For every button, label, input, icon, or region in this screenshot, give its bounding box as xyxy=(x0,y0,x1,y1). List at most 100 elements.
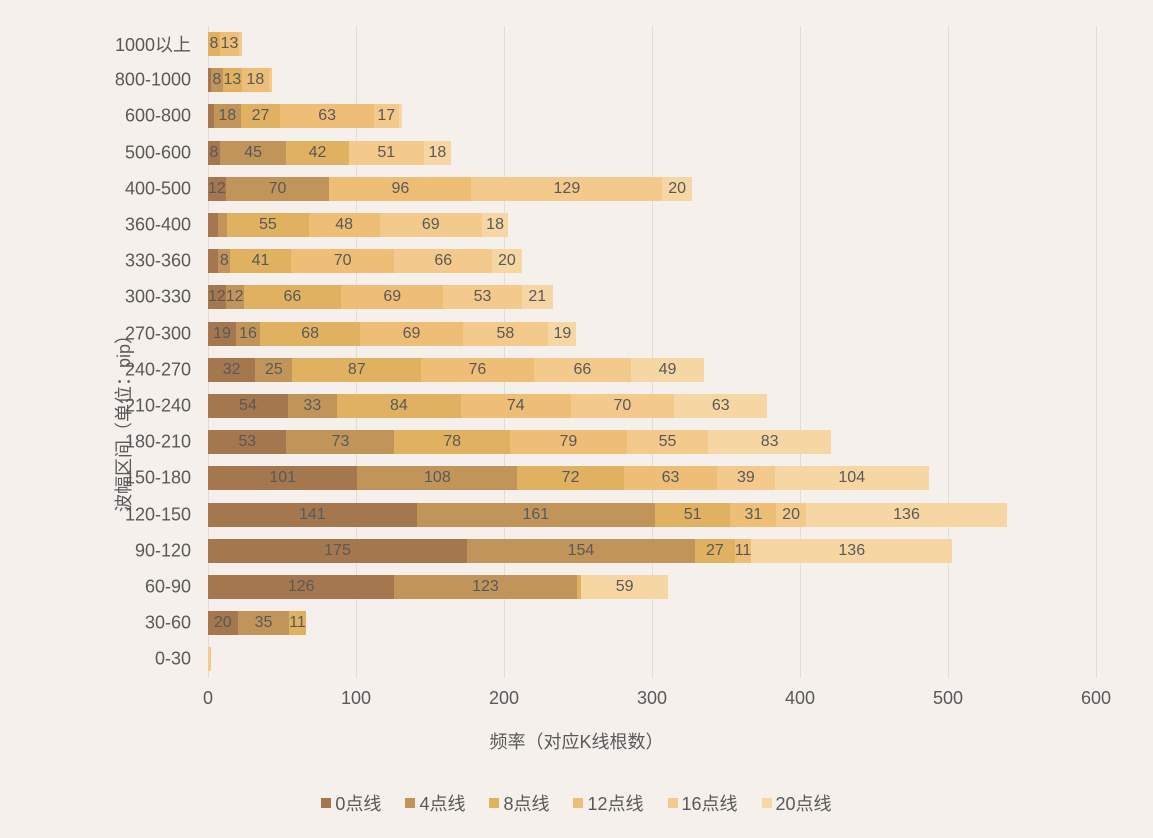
bar-segment: 101 xyxy=(208,466,357,490)
bar-segment: 154 xyxy=(467,539,695,563)
bar-segment: 78 xyxy=(394,430,509,454)
bar-segment: 74 xyxy=(461,394,571,418)
legend-label: 12点线 xyxy=(587,790,643,816)
bar-segment: 123 xyxy=(394,575,576,599)
plot-area: 2035111261235917515427111361411615131201… xyxy=(208,26,1096,678)
bar-row: 141161513120136 xyxy=(208,503,1007,527)
bar-segment: 68 xyxy=(260,322,361,346)
bar-segment: 18 xyxy=(214,104,241,128)
bar-segment: 27 xyxy=(241,104,281,128)
bar-segment: 25 xyxy=(255,358,292,382)
stacked-bar-chart: 波幅区间（单位：pip） 频率（对应K线根数） 2035111261235917… xyxy=(0,0,1153,838)
legend-item: 12点线 xyxy=(573,790,643,816)
bar-segment: 53 xyxy=(443,285,521,309)
bar-segment: 8 xyxy=(208,141,220,165)
bar-row: 81318 xyxy=(208,68,272,92)
bar-row: 537378795583 xyxy=(208,430,831,454)
bar-segment: 18 xyxy=(424,141,451,165)
bar-segment: 63 xyxy=(280,104,373,128)
bar-segment: 12 xyxy=(208,177,226,201)
y-tick-label: 240-270 xyxy=(125,359,191,380)
bar-segment: 59 xyxy=(581,575,668,599)
y-tick-label: 500-600 xyxy=(125,142,191,163)
bar-segment: 21 xyxy=(522,285,553,309)
legend-swatch xyxy=(762,798,772,808)
bar-segment: 12 xyxy=(208,285,226,309)
bar-segment: 19 xyxy=(208,322,236,346)
bar-segment: 73 xyxy=(286,430,394,454)
y-tick-label: 180-210 xyxy=(125,432,191,453)
bar-segment: 136 xyxy=(806,503,1007,527)
bar-row: 12612359 xyxy=(208,575,668,599)
bar-segment: 8 xyxy=(211,68,223,92)
legend-swatch xyxy=(573,798,583,808)
bar-segment: 45 xyxy=(220,141,287,165)
bar-segment: 54 xyxy=(208,394,288,418)
bar-segment: 53 xyxy=(208,430,286,454)
y-tick-label: 30-60 xyxy=(145,613,191,634)
bar-segment: 11 xyxy=(735,539,751,563)
bar-segment: 175 xyxy=(208,539,467,563)
y-tick-label: 60-90 xyxy=(145,577,191,598)
bar-segment: 18 xyxy=(482,213,509,237)
bar-segment: 136 xyxy=(751,539,952,563)
x-tick-label: 600 xyxy=(1081,688,1111,709)
bar-segment: 83 xyxy=(708,430,831,454)
x-tick-label: 0 xyxy=(203,688,213,709)
bar-segment: 161 xyxy=(417,503,655,527)
y-tick-label: 120-150 xyxy=(125,504,191,525)
bar-segment: 63 xyxy=(674,394,767,418)
gridline xyxy=(800,26,801,678)
bar-segment: 72 xyxy=(517,466,624,490)
y-tick-label: 800-1000 xyxy=(115,70,191,91)
bar-row: 101108726339104 xyxy=(208,466,929,490)
legend-swatch xyxy=(668,798,678,808)
gridline xyxy=(1096,26,1097,678)
bar-row: 845425118 xyxy=(208,141,451,165)
bar-segment: 55 xyxy=(627,430,708,454)
x-tick-label: 200 xyxy=(489,688,519,709)
bar-row: 203511 xyxy=(208,611,306,635)
bar-segment: 20 xyxy=(208,611,238,635)
bar-segment: 63 xyxy=(624,466,717,490)
x-tick-label: 100 xyxy=(341,688,371,709)
bar-segment: 70 xyxy=(226,177,330,201)
bar-segment: 126 xyxy=(208,575,394,599)
legend: 0点线4点线8点线12点线16点线20点线 xyxy=(0,790,1153,816)
bar-segment: 58 xyxy=(463,322,549,346)
bar-segment: 70 xyxy=(571,394,675,418)
bar-segment: 8 xyxy=(208,32,220,56)
y-tick-label: 90-120 xyxy=(135,540,191,561)
bar-row: 18276317 xyxy=(208,104,402,128)
x-tick-label: 400 xyxy=(785,688,815,709)
bar-segment: 51 xyxy=(655,503,730,527)
bar-segment: 141 xyxy=(208,503,417,527)
legend-item: 20点线 xyxy=(762,790,832,816)
bar-segment: 69 xyxy=(380,213,482,237)
bar-row xyxy=(208,647,211,671)
bar-segment: 69 xyxy=(341,285,443,309)
bar-segment: 35 xyxy=(238,611,290,635)
bar-segment: 69 xyxy=(360,322,462,346)
bar-segment: 55 xyxy=(227,213,308,237)
y-tick-label: 270-300 xyxy=(125,323,191,344)
bar-segment: 76 xyxy=(421,358,533,382)
bar-segment: 70 xyxy=(291,249,395,273)
legend-item: 16点线 xyxy=(668,790,738,816)
bar-segment: 51 xyxy=(349,141,424,165)
bar-segment: 96 xyxy=(329,177,471,201)
bar-segment: 32 xyxy=(208,358,255,382)
bar-row: 1751542711136 xyxy=(208,539,952,563)
legend-swatch xyxy=(405,798,415,808)
x-tick-label: 300 xyxy=(637,688,667,709)
bar-segment: 66 xyxy=(394,249,492,273)
bar-row: 121266695321 xyxy=(208,285,553,309)
legend-label: 16点线 xyxy=(682,790,738,816)
bar-segment: 20 xyxy=(662,177,692,201)
gridline xyxy=(948,26,949,678)
bar-segment: 84 xyxy=(337,394,461,418)
y-tick-label: 210-240 xyxy=(125,396,191,417)
bar-segment: 16 xyxy=(236,322,260,346)
y-tick-label: 600-800 xyxy=(125,106,191,127)
bar-segment: 12 xyxy=(226,285,244,309)
